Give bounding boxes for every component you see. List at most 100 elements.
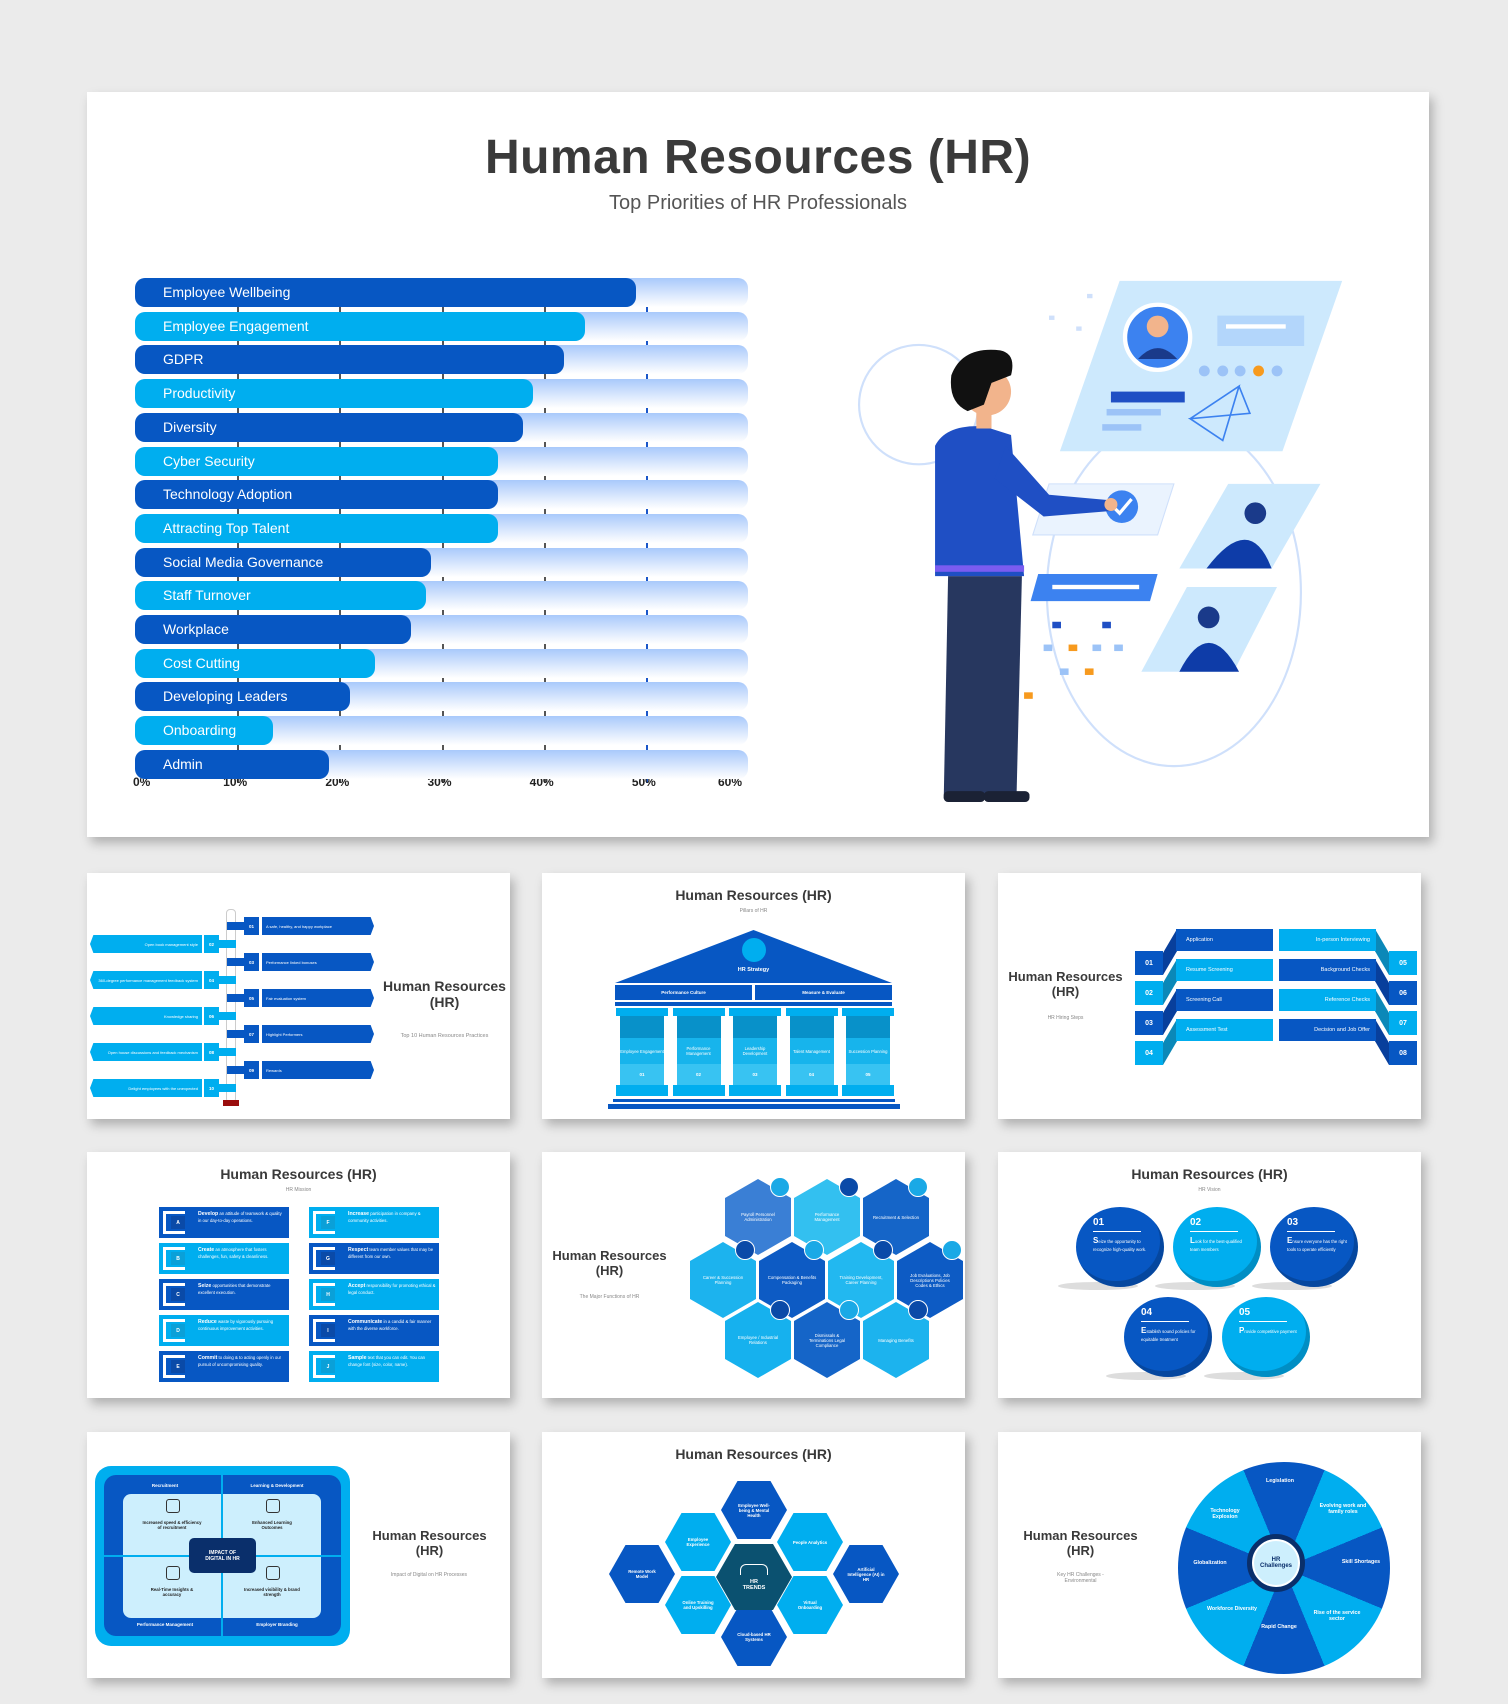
letter-badge: J: [321, 1360, 335, 1373]
mission-text: Increase participation in company & comm…: [348, 1211, 436, 1224]
shadow: [1204, 1372, 1284, 1380]
thumb-hr-challenges[interactable]: Human Resources (HR) Key HR Challenges - …: [998, 1432, 1421, 1678]
pillar-base: [616, 1085, 668, 1096]
pillar-number: 02: [676, 1064, 721, 1085]
letter-badge: G: [321, 1252, 335, 1265]
step-label: Application: [1176, 929, 1273, 951]
thumb-hr-pillars[interactable]: Human Resources (HR) Pillars of HR HR Stra…: [542, 873, 965, 1119]
hr-professional-illustration: [857, 280, 1343, 802]
bar-label: Cost Cutting: [163, 654, 241, 671]
function-icon: [942, 1240, 962, 1260]
quadrant-text: Enhanced Learning Outcomes: [252, 1520, 292, 1530]
mission-text: Communicate in a candid & fair manner wi…: [348, 1319, 436, 1332]
thumb-hr-digital-impact[interactable]: Recruitment Increased speed & efficiency …: [87, 1432, 510, 1678]
thumb-hr-trends[interactable]: Human Resources (HR) Employee Well-being …: [542, 1432, 965, 1678]
quadrant-text: Increased speed & efficiency of recruitm…: [142, 1520, 202, 1530]
item-label: Delight employees with the unexpected: [90, 1079, 202, 1097]
quadrant-text: Real-Time Insights & accuracy: [150, 1587, 194, 1597]
bar: Diversity: [135, 412, 524, 442]
main-slide[interactable]: Human Resources (HR) Top Priorities of H…: [87, 92, 1429, 837]
connector: [227, 922, 244, 930]
item-label: Performance linked bonuses: [262, 953, 374, 971]
mission-description: waste by vigorously pursuing continuous …: [198, 1319, 274, 1332]
bar-label: Technology Adoption: [163, 486, 293, 503]
vision-initial: P: [1239, 1326, 1245, 1335]
challenge-segment-label: Legislation: [1266, 1478, 1294, 1484]
step-label: Reference Checks: [1279, 989, 1376, 1011]
item-label: Open house discussions and feedback mech…: [90, 1043, 202, 1061]
mission-keyword: Commit: [198, 1355, 218, 1361]
thumb-subtitle: Key HR Challenges - Environmental: [1057, 1572, 1104, 1584]
pillar-number: 04: [789, 1064, 834, 1085]
step-number: 02: [1135, 981, 1163, 1005]
bar: Employee Wellbeing: [135, 278, 636, 307]
mission-keyword: Increase: [348, 1211, 370, 1217]
mission-card: A Develop an attitude of teamwork & quali…: [159, 1207, 289, 1238]
connector: [219, 1048, 236, 1056]
mission-keyword: Reduce: [198, 1319, 217, 1325]
pillar-icon-area: [789, 1016, 834, 1038]
shadow: [1155, 1282, 1235, 1290]
mission-text: Create an atmosphere that fosters challe…: [198, 1247, 286, 1260]
slide-title: Human Resources (HR): [484, 131, 1032, 184]
mission-keyword: Develop: [198, 1211, 219, 1217]
vision-initial: L: [1190, 1236, 1195, 1245]
vision-bubble: 05 Provide competitive payment: [1222, 1297, 1310, 1377]
vision-description: rovide competitive payment: [1244, 1329, 1297, 1334]
bracket: [163, 1355, 185, 1378]
item-number: 08: [204, 1043, 219, 1061]
thumb-subtitle: Impact of Digital on HR Processes: [390, 1572, 468, 1578]
priorities-bar-chart: 0% 10% 20% 30% 40% 50% 60% Employee Wellbeing Em…: [133, 278, 748, 808]
bar: Technology Adoption: [135, 480, 498, 510]
mission-keyword: Accept: [348, 1283, 366, 1289]
vision-text: Establish sound policies for equitable t…: [1141, 1325, 1203, 1343]
pillar-capital: [672, 1008, 725, 1016]
bar: Attracting Top Talent: [135, 513, 498, 543]
bar-label: Admin: [163, 755, 203, 772]
mission-text: Reduce waste by vigorously pursuing cont…: [198, 1319, 286, 1332]
item-number: 01: [244, 917, 259, 935]
bar-label: Onboarding: [163, 722, 237, 739]
bar: Cost Cutting: [135, 648, 376, 678]
mission-keyword: Communicate: [348, 1319, 383, 1325]
connector: [219, 1084, 236, 1092]
vision-initial: E: [1141, 1326, 1147, 1335]
mission-text: Commit to doing & to acting openly in ou…: [198, 1355, 286, 1368]
vision-bubble: 04 Establish sound policies for equitable…: [1124, 1297, 1212, 1377]
thumb-hr-practices[interactable]: 01 A safe, healthy, and happy workplace Op…: [87, 873, 510, 1119]
shadow: [1058, 1282, 1138, 1290]
vision-bubble: 01 Seize the opportunity to recognize hig…: [1076, 1207, 1164, 1287]
function-icon: [770, 1177, 790, 1197]
decor-dots: [1024, 293, 1123, 699]
shadow: [1106, 1372, 1186, 1380]
mission-text: Seize opportunities that demonstrate exc…: [198, 1283, 286, 1296]
vision-text: Provide competitive payment: [1239, 1325, 1301, 1337]
thumb-title: Human Resources (HR): [675, 887, 832, 903]
thumb-hr-hiring-steps[interactable]: Human Resources (HR) HR Hiring Steps 01 App…: [998, 873, 1421, 1119]
divider: [1239, 1321, 1287, 1322]
mission-card: E Commit to doing & to acting openly in o…: [159, 1351, 289, 1382]
bar-label: Productivity: [163, 385, 236, 402]
step-number: 03: [1135, 1011, 1163, 1035]
thumb-hr-mission[interactable]: Human Resources (HR) HR Mission A Develop a…: [87, 1152, 510, 1398]
bracket: [163, 1211, 185, 1234]
item-number: 10: [204, 1079, 219, 1097]
letter-badge: F: [321, 1216, 335, 1229]
connector: [219, 1012, 236, 1020]
bracket: [313, 1319, 335, 1342]
thumb-hr-vision[interactable]: Human Resources (HR) HR Vision 01 Seize the…: [998, 1152, 1421, 1398]
quadrant-icon: [166, 1566, 180, 1580]
mission-description: participation in company & community act…: [348, 1211, 421, 1224]
connector: [227, 958, 244, 966]
action-button-graphic: [1030, 573, 1158, 602]
profile-card: [1059, 280, 1343, 452]
vision-number: 02: [1190, 1217, 1202, 1228]
thumb-subtitle: HR Vision: [1198, 1187, 1221, 1193]
item-number: 09: [244, 1061, 259, 1079]
bar: Staff Turnover: [135, 581, 427, 611]
mission-card: G Respect team member values that may be …: [309, 1243, 439, 1274]
pillar-number: 01: [620, 1064, 664, 1085]
bar: GDPR: [135, 345, 565, 375]
bar: Onboarding: [135, 716, 273, 746]
thumb-hr-functions[interactable]: Human Resources (HR) The Major Functions …: [542, 1152, 965, 1398]
